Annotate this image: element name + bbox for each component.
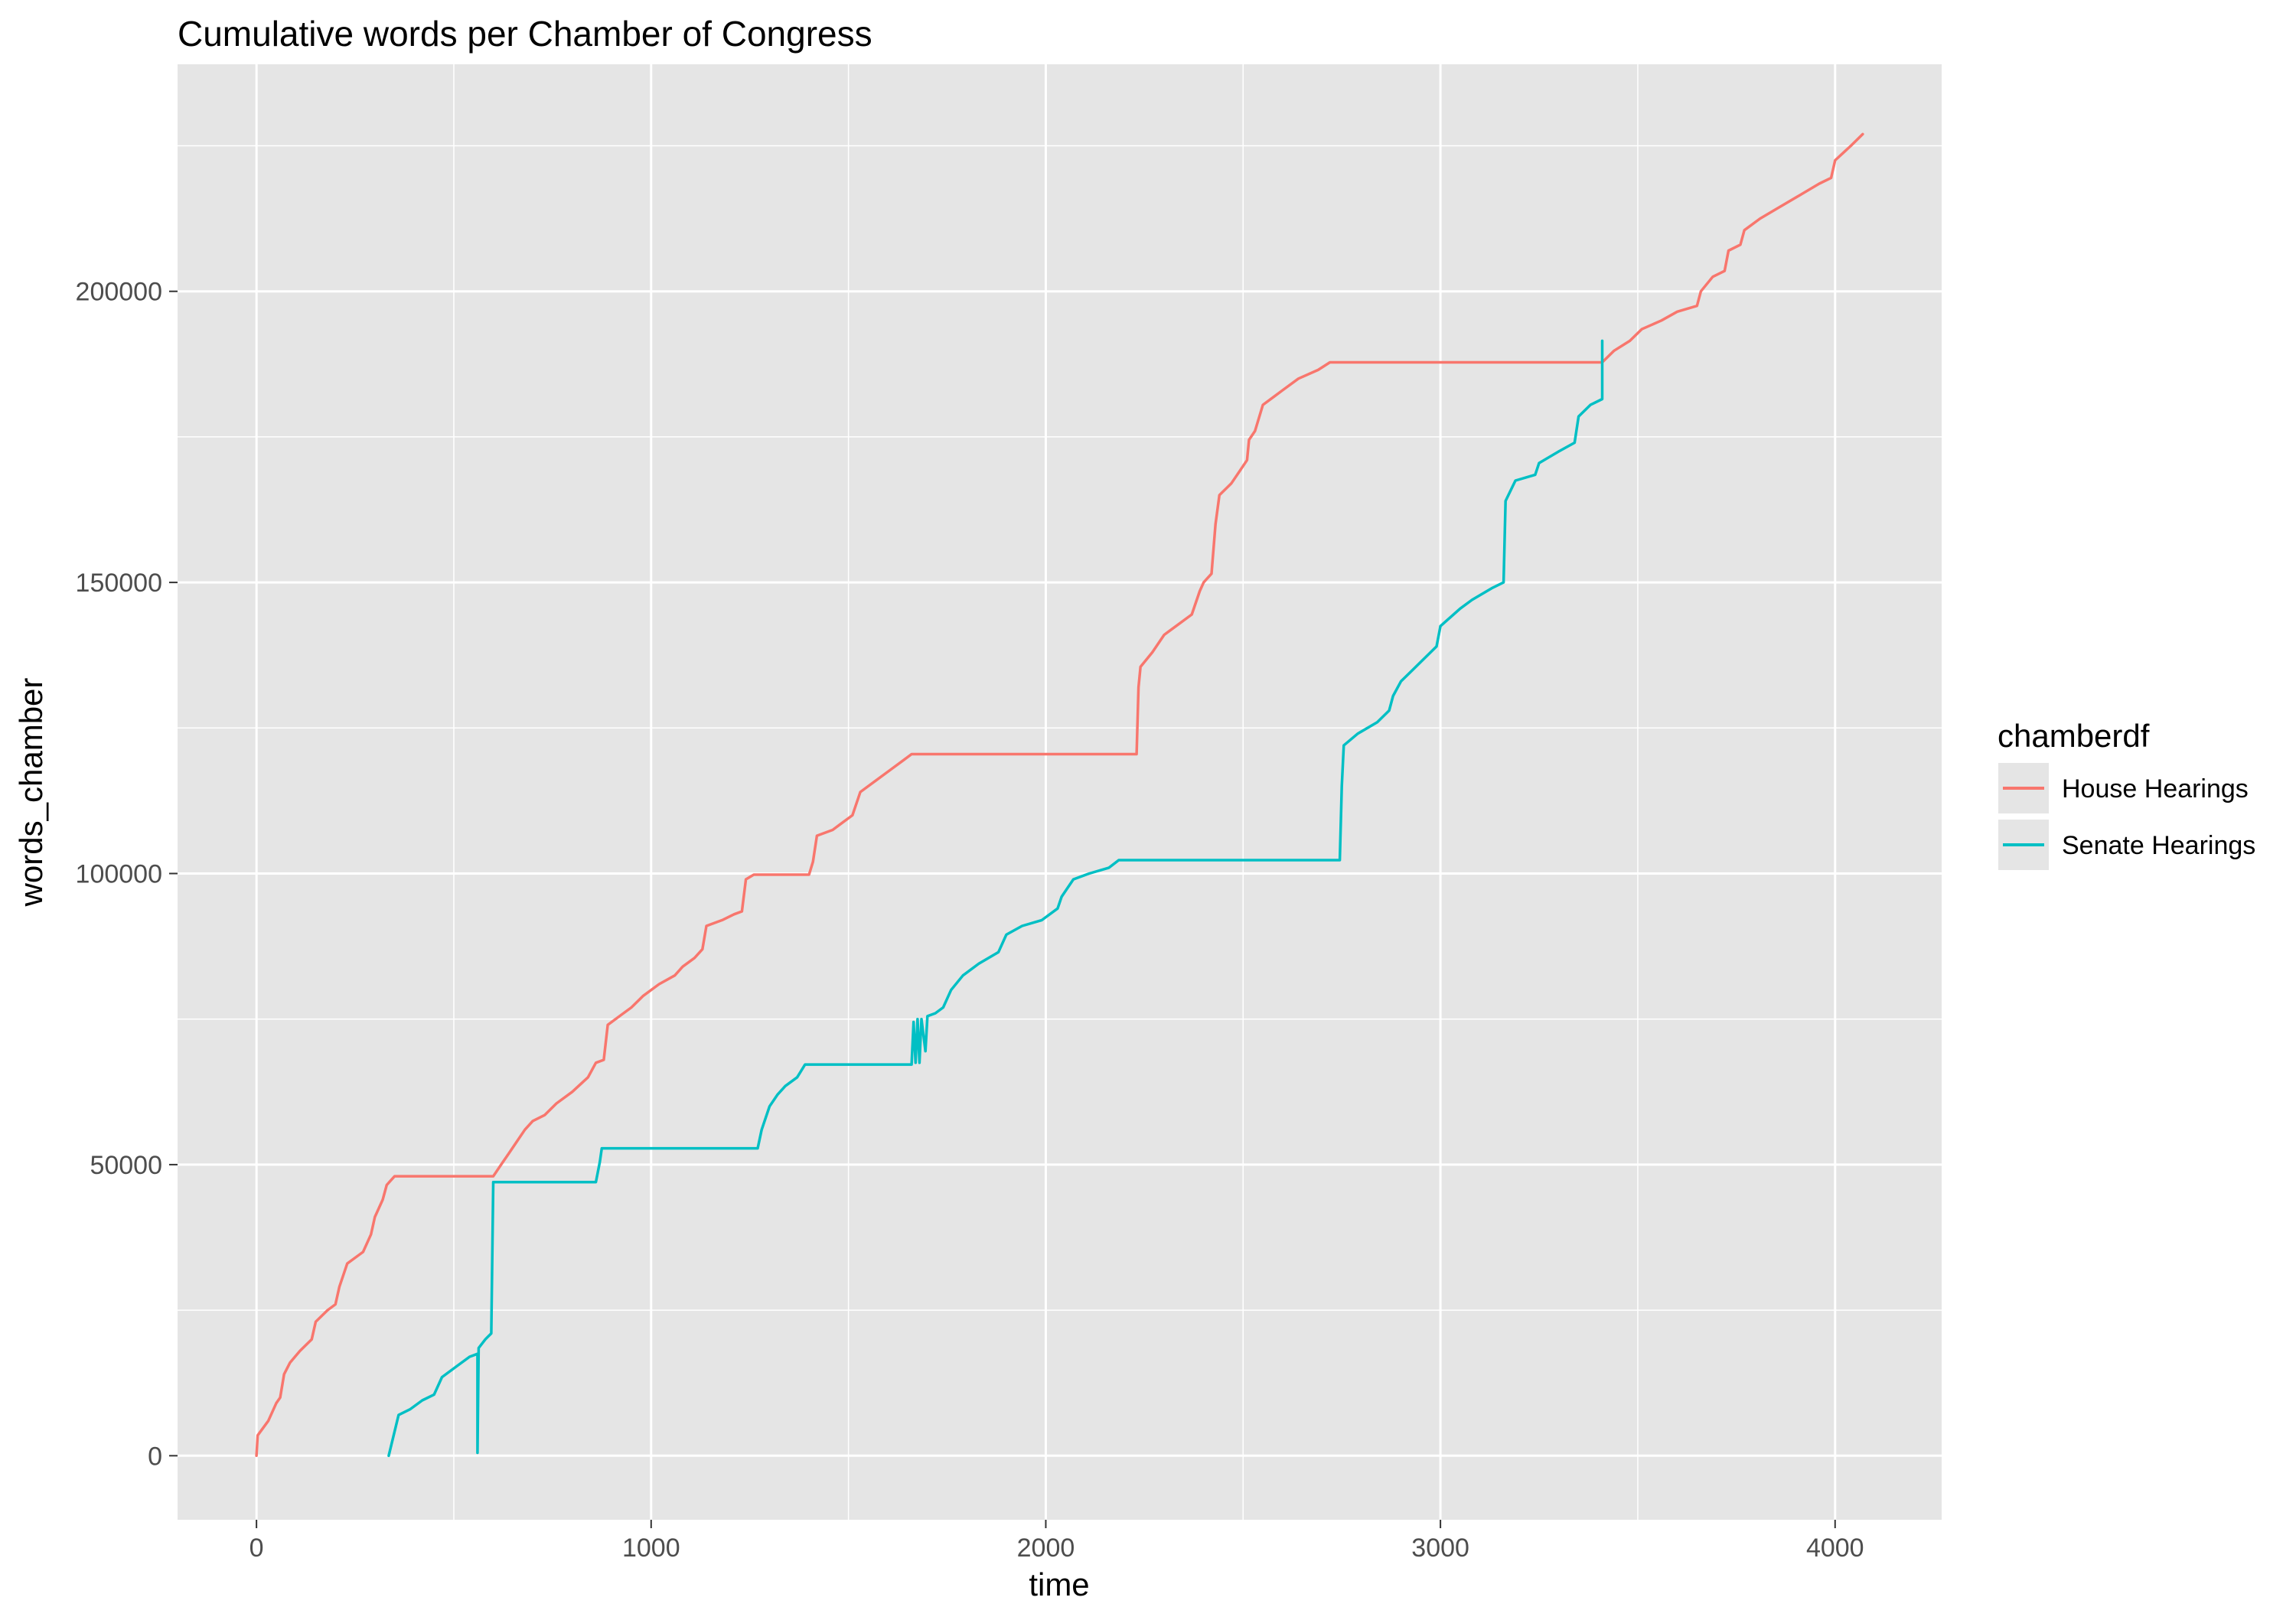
x-axis: 0 1000 2000 3000 4000 — [249, 1520, 1864, 1563]
major-gridlines — [178, 64, 1942, 1520]
x-tick-label: 2000 — [1017, 1534, 1075, 1563]
y-tick-label: 50000 — [90, 1151, 162, 1180]
series-lines — [255, 132, 1864, 1458]
y-tick-label: 100000 — [76, 860, 162, 889]
x-tick-label: 1000 — [622, 1534, 680, 1563]
x-tick-label: 0 — [249, 1534, 264, 1563]
plot-panel — [178, 64, 1942, 1520]
legend-title: chamberdf — [1998, 718, 2150, 754]
legend: chamberdf House Hearings Senate Hearings — [1997, 718, 2255, 872]
chart-title: Cumulative words per Chamber of Congress — [178, 14, 872, 54]
y-tick-label: 150000 — [76, 569, 162, 598]
series-line-senate-hearings — [387, 339, 1604, 1458]
x-tick-label: 4000 — [1806, 1534, 1864, 1563]
y-axis: 0 50000 100000 150000 200000 — [76, 278, 178, 1471]
legend-label-house-hearings: House Hearings — [2062, 774, 2249, 804]
series-line-house-hearings — [255, 132, 1864, 1458]
y-axis-title: words_chamber — [13, 678, 49, 908]
x-axis-title: time — [1029, 1566, 1089, 1602]
y-tick-label: 200000 — [76, 278, 162, 307]
minor-gridlines — [178, 64, 1942, 1520]
x-tick-label: 3000 — [1411, 1534, 1469, 1563]
y-tick-label: 0 — [148, 1442, 162, 1471]
legend-label-senate-hearings: Senate Hearings — [2062, 831, 2255, 860]
